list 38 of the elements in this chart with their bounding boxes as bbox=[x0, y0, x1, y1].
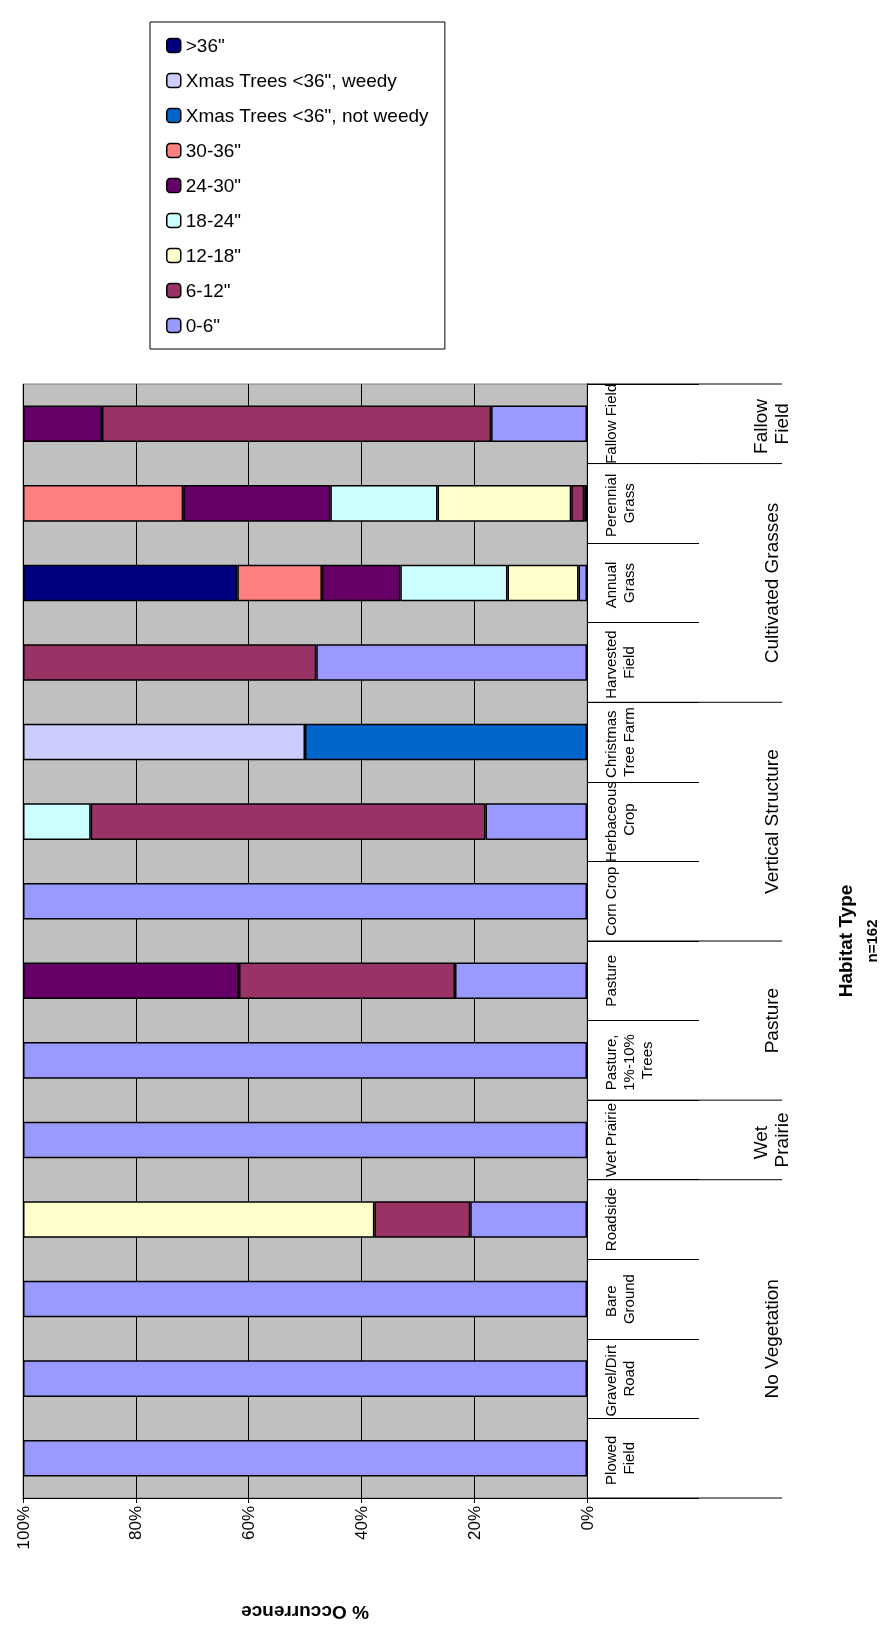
legend-label: 30-36" bbox=[185, 140, 242, 161]
text: Vertical Structure bbox=[760, 749, 782, 894]
y-tick-label: Wet Prairie bbox=[601, 1102, 619, 1177]
legend-label: 6-12" bbox=[185, 280, 231, 301]
x-tick-label: 60% bbox=[239, 1506, 259, 1541]
legend-label: 18-24" bbox=[185, 210, 242, 231]
y-tick-label: Christmas Tree Farm bbox=[601, 706, 637, 778]
text: Wet Prairie bbox=[750, 1112, 792, 1168]
legend-label: Xmas Trees <36", not weedy bbox=[185, 105, 430, 126]
text: No Vegetation bbox=[760, 1279, 782, 1399]
legend-label: 0-6" bbox=[185, 315, 220, 336]
y-tick-label: Annual Grass bbox=[601, 557, 637, 609]
y-tick-label: Gravel/Dirt Road bbox=[601, 1340, 637, 1417]
legend-label: 24-30" bbox=[185, 175, 242, 196]
y-tick-label: Pasture bbox=[601, 954, 619, 1007]
text: Cultivated Grasses bbox=[760, 502, 782, 664]
text: Fallow Field bbox=[750, 393, 792, 454]
y-tick-label: Corn Crop bbox=[601, 866, 619, 936]
legend-label: 12-18" bbox=[185, 245, 242, 266]
text: Habitat Type bbox=[834, 884, 856, 998]
y-tick-label: Fallow Field bbox=[601, 383, 619, 464]
x-tick-label: 0% bbox=[577, 1506, 597, 1531]
y-tick-label: Bare Ground bbox=[601, 1274, 637, 1325]
y-tick-label: Harvested Field bbox=[601, 626, 637, 699]
text: Pasture bbox=[760, 987, 782, 1054]
legend-label: >36" bbox=[185, 35, 225, 56]
y-tick-label: Roadside bbox=[601, 1187, 619, 1252]
x-tick-label: 40% bbox=[351, 1506, 371, 1541]
legend-label: Xmas Trees <36", weedy bbox=[185, 70, 398, 91]
x-axis-title: % Occurrence bbox=[241, 1602, 369, 1623]
y-tick-label: Pasture, 1%-10% Trees bbox=[601, 1029, 655, 1091]
x-tick-label: 80% bbox=[126, 1506, 146, 1541]
text: n=162 bbox=[862, 919, 880, 963]
y-tick-label: Perennial Grass bbox=[601, 469, 637, 538]
x-tick-label: 20% bbox=[464, 1506, 484, 1541]
y-tick-label: Herbaceous Crop bbox=[601, 781, 637, 863]
x-tick-label: 100% bbox=[13, 1506, 33, 1550]
y-tick-label: Plowed Field bbox=[601, 1431, 637, 1485]
